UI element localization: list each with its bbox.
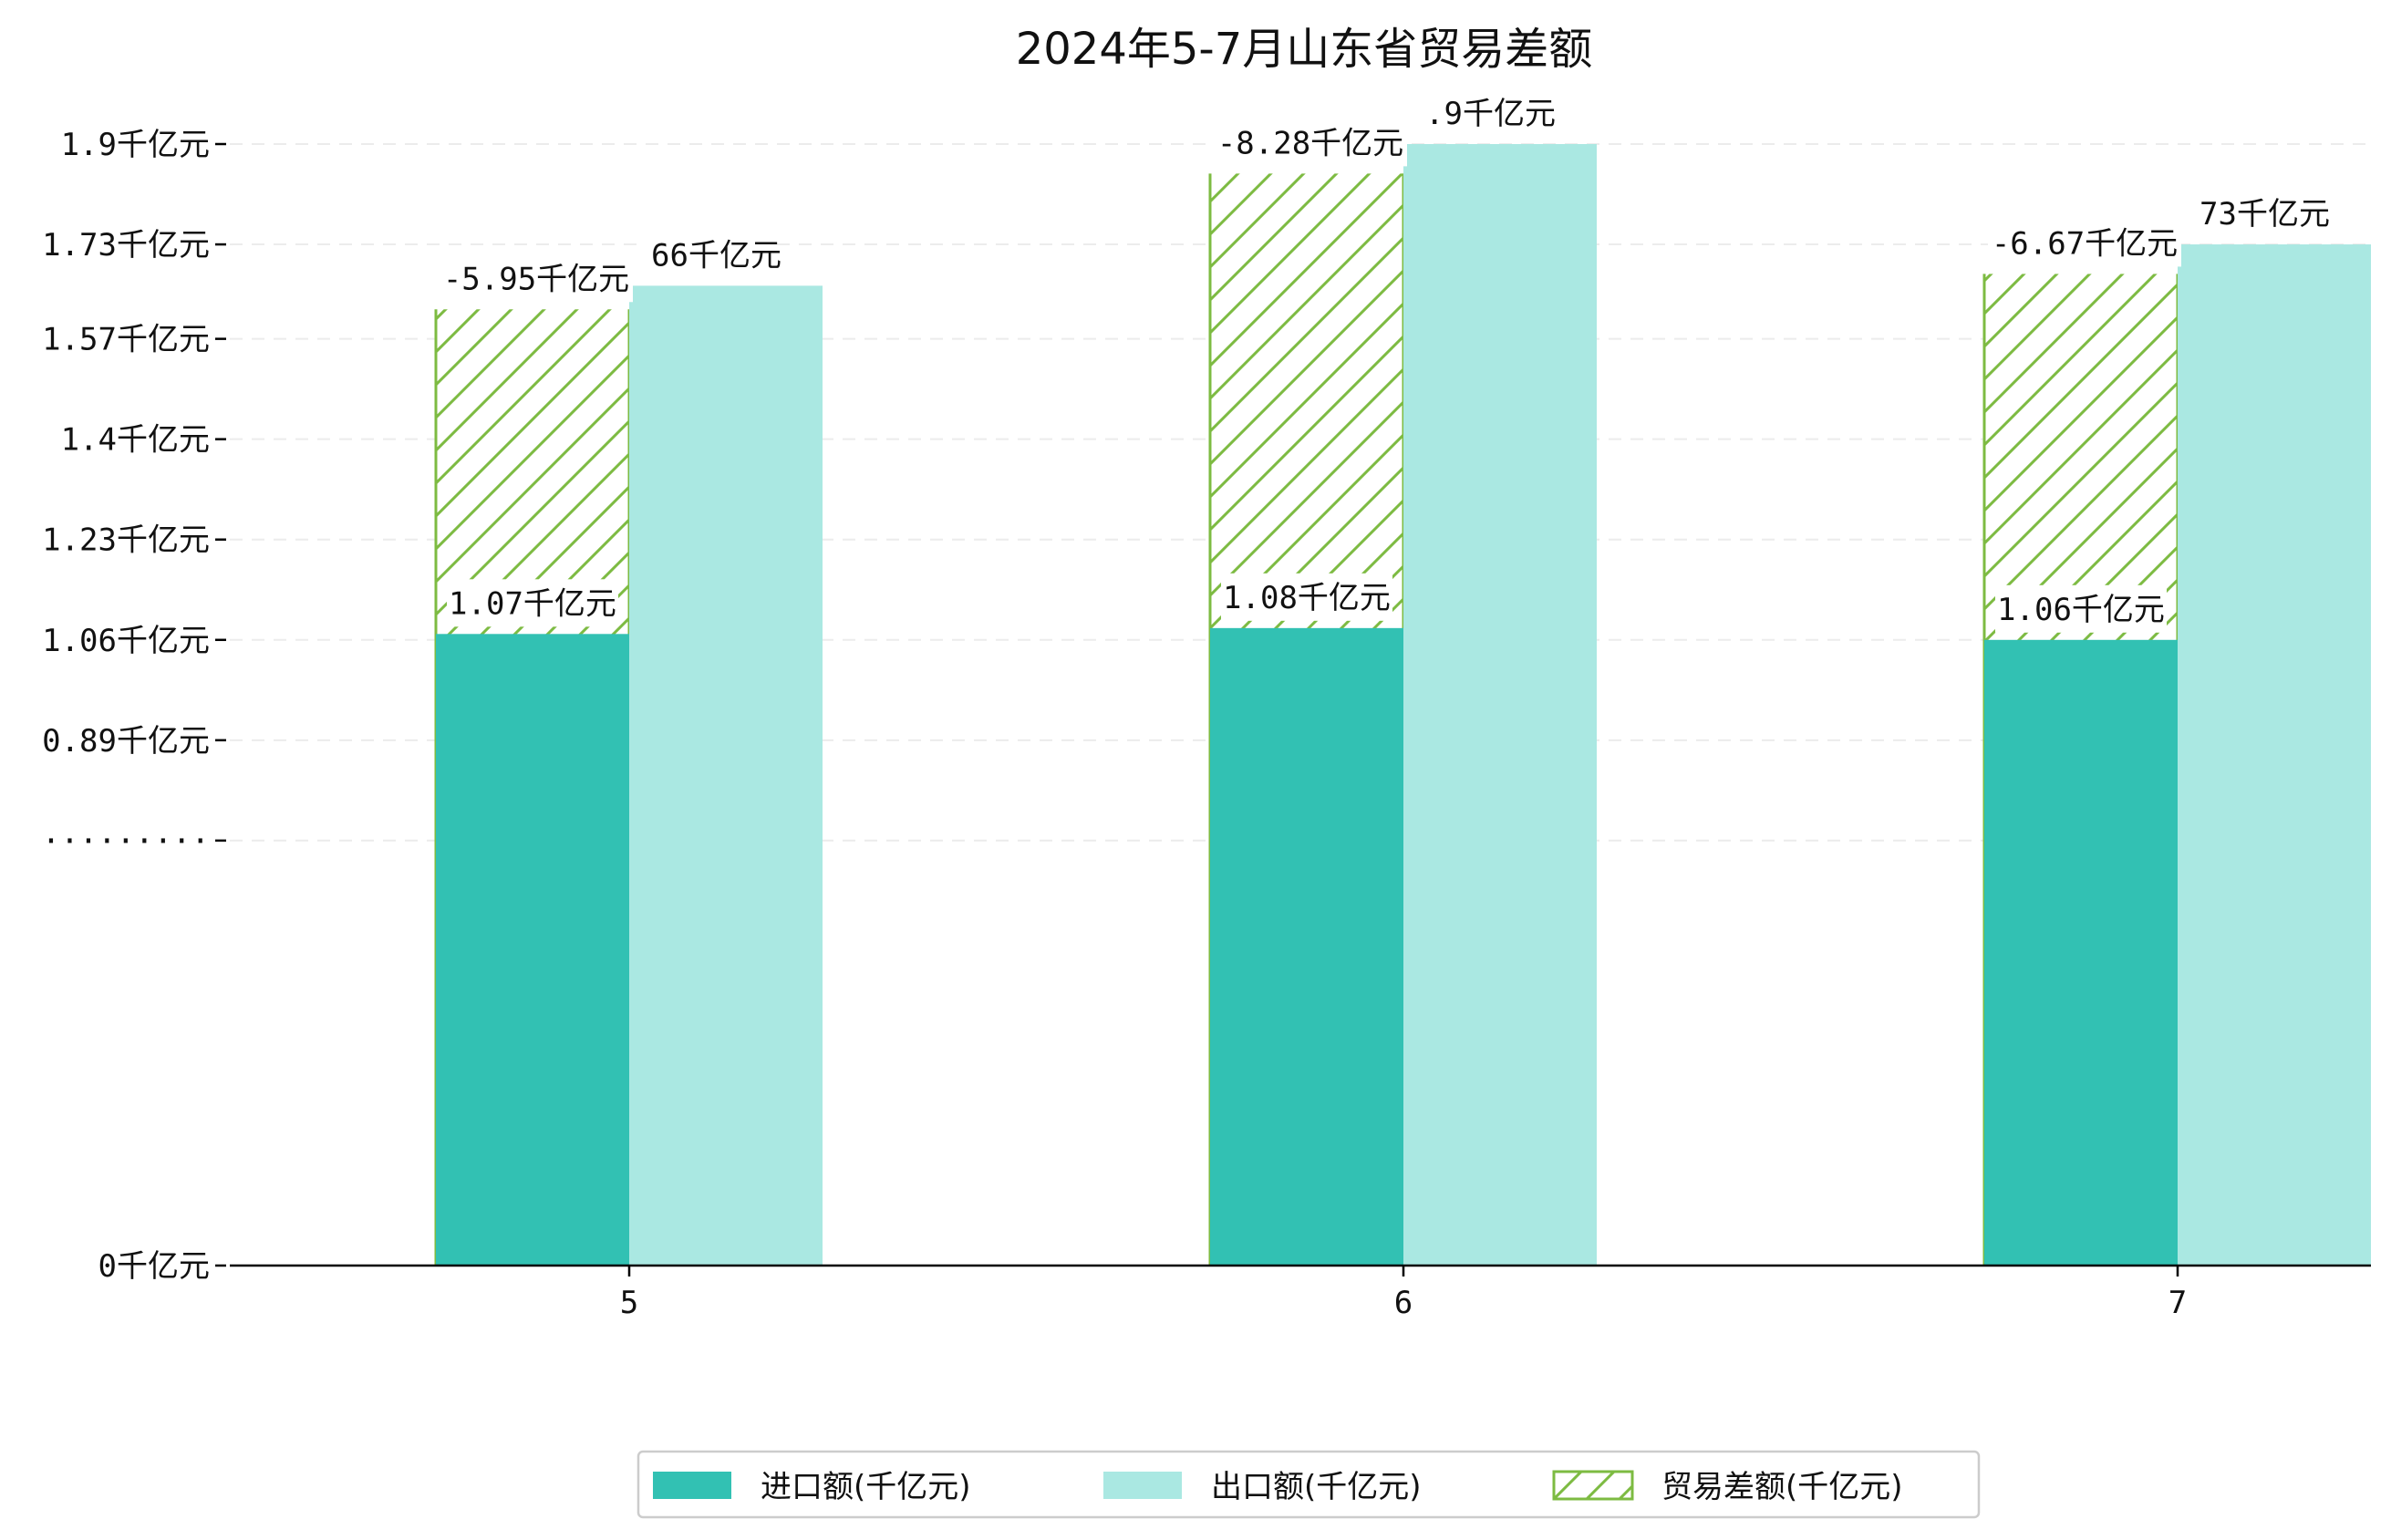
data-label-text: 1.06千亿元	[1997, 592, 2165, 628]
y-axis: 0千亿元 ········· 0.89千亿元 1.06千亿元 1.23千亿元 1.4千亿元…	[42, 127, 226, 1285]
data-label-box	[2190, 190, 2318, 238]
data-label: 73千亿元	[2190, 190, 2330, 238]
bars	[434, 144, 2371, 1266]
bar-export	[1403, 144, 1597, 1266]
data-label: -6.67千亿元	[1988, 219, 2181, 267]
data-label: 66千亿元	[642, 231, 781, 279]
data-label-box	[447, 579, 618, 627]
legend-frame	[637, 1450, 1981, 1519]
y-tick-label: 0.89千亿元	[42, 723, 210, 760]
data-label-box	[1416, 89, 1544, 137]
bar-import	[1984, 639, 2178, 1266]
data-label: -5.95千亿元	[440, 254, 633, 303]
data-label-box	[1214, 119, 1407, 167]
legend-swatch-export	[1103, 1472, 1182, 1499]
data-labels: 1.07千亿元 66千亿元 -5.95千亿元 1.08千亿元 .9千亿元 -8.28千亿元…	[440, 89, 2330, 633]
y-tick-label: 1.73千亿元	[42, 227, 210, 264]
y-tick-label: 1.23千亿元	[42, 522, 210, 559]
y-tick-label: 0千亿元	[98, 1248, 210, 1285]
legend-swatch-import	[653, 1472, 731, 1499]
legend-swatch-balance	[1552, 1470, 1634, 1501]
legend-label-balance: 贸易差额(千亿元)	[1661, 1469, 1903, 1505]
x-tick-label: 6	[1394, 1285, 1413, 1321]
y-tick-label: 1.57千亿元	[42, 322, 210, 358]
bar-import	[436, 634, 629, 1266]
data-label-box	[642, 231, 770, 279]
legend-label-export: 出口额(千亿元)	[1211, 1469, 1422, 1505]
y-tick-label: 1.06千亿元	[42, 623, 210, 659]
data-label-text: 1.07千亿元	[449, 585, 616, 622]
data-label-box	[1221, 573, 1392, 621]
legend: 进口额(千亿元) 出口额(千亿元) 贸易差额(千亿元)	[637, 1450, 1981, 1519]
data-label-text: 73千亿元	[2200, 196, 2330, 233]
x-tick-label: 5	[620, 1285, 638, 1321]
bar-import	[1210, 627, 1403, 1266]
data-label-text: -6.67千亿元	[1992, 225, 2178, 262]
data-label-text: 1.08千亿元	[1223, 580, 1391, 616]
data-label: 1.08千亿元	[1221, 573, 1392, 621]
data-label-text: .9千亿元	[1425, 96, 1556, 132]
legend-label-import: 进口额(千亿元)	[761, 1469, 971, 1505]
data-label: 1.07千亿元	[447, 579, 618, 627]
y-tick-label: ·········	[42, 823, 210, 860]
data-label: -8.28千亿元	[1214, 119, 1407, 167]
data-label-box	[1995, 584, 2167, 633]
data-label-text: -8.28千亿元	[1217, 125, 1403, 161]
y-tick-label: 1.4千亿元	[61, 422, 210, 459]
bar-export	[2178, 244, 2371, 1266]
bar-export	[629, 285, 823, 1266]
data-label: 1.06千亿元	[1995, 584, 2167, 633]
data-label-box	[1988, 219, 2181, 267]
y-tick-label: 1.9千亿元	[61, 127, 210, 163]
chart-title: 2024年5-7月山东省贸易差额	[1016, 24, 1593, 75]
x-tick-label: 7	[2168, 1285, 2187, 1321]
x-axis: 5 6 7	[620, 1266, 2187, 1321]
data-label-box	[440, 254, 633, 303]
data-label-text: 66千亿元	[651, 237, 781, 274]
data-label-text: -5.95千亿元	[443, 261, 629, 297]
data-label: .9千亿元	[1416, 89, 1556, 137]
